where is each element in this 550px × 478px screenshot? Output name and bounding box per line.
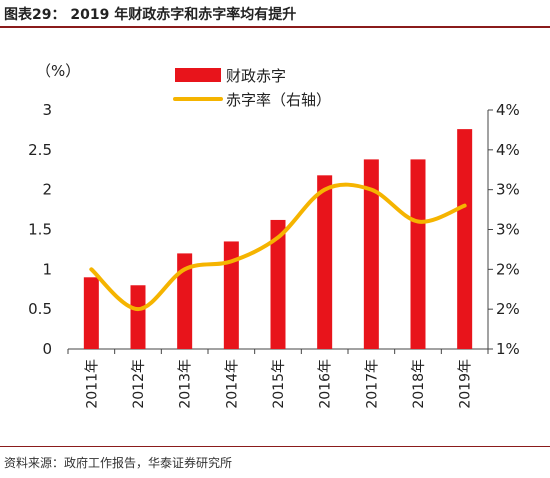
x-tick-label: 2018年 xyxy=(411,359,427,409)
bars xyxy=(83,129,473,349)
y-left-label: （%） xyxy=(36,62,80,80)
bar xyxy=(270,219,286,349)
legend-label-line: 赤字率（右轴） xyxy=(226,91,331,109)
x-tick-label: 2012年 xyxy=(131,359,147,409)
y-right-tick-label: 3% xyxy=(496,181,520,199)
bar xyxy=(223,241,239,349)
figure-title: 图表29： 2019 年财政赤字和赤字率均有提升 xyxy=(4,7,297,23)
y-right-tick-label: 2% xyxy=(496,300,520,318)
y-right-tick-label: 2% xyxy=(496,260,520,278)
line-series xyxy=(89,182,467,312)
legend-label-bar: 财政赤字 xyxy=(226,67,286,85)
y-left-tick-label: 2 xyxy=(42,181,52,199)
y-left-tick-label: 0.5 xyxy=(28,300,52,318)
y-right-tick-label: 4% xyxy=(496,101,520,119)
x-tick-label: 2015年 xyxy=(271,359,287,409)
bar xyxy=(363,159,379,349)
source-rule xyxy=(0,446,550,447)
y-left-tick-label: 1.5 xyxy=(28,221,52,239)
bar xyxy=(177,253,193,349)
bar xyxy=(317,175,333,349)
y-right-tick-label: 3% xyxy=(496,221,520,239)
x-tick-label: 2016年 xyxy=(318,359,334,409)
x-tick-label: 2014年 xyxy=(224,359,240,409)
bar xyxy=(457,129,473,349)
bar xyxy=(410,159,426,349)
y-right-tick-label: 1% xyxy=(496,340,520,358)
ticks: （%） 0 0.5 1 1.5 2 2.5 3 1% 2% 2% 3% 3% 4% 4% 2011年 2012年… xyxy=(28,62,520,409)
legend-swatch-bar xyxy=(175,68,221,82)
y-left-tick-label: 3 xyxy=(42,101,52,119)
bar xyxy=(130,285,146,349)
bar xyxy=(83,277,99,349)
title-rule xyxy=(0,26,550,28)
y-right-tick-label: 4% xyxy=(496,141,520,159)
x-tick-label: 2017年 xyxy=(364,359,380,409)
y-left-tick-label: 0 xyxy=(42,340,52,358)
y-left-tick-label: 2.5 xyxy=(28,141,52,159)
y-left-tick-label: 1 xyxy=(42,260,52,278)
source-note: 资料来源：政府工作报告，华泰证券研究所 xyxy=(4,456,233,470)
x-tick-label: 2013年 xyxy=(178,359,194,409)
chart: （%） 0 0.5 1 1.5 2 2.5 3 1% 2% 2% 3% 3% 4% 4% 2011年 2012年… xyxy=(28,62,520,409)
x-tick-label: 2011年 xyxy=(84,359,100,409)
x-tick-label: 2019年 xyxy=(458,359,474,409)
